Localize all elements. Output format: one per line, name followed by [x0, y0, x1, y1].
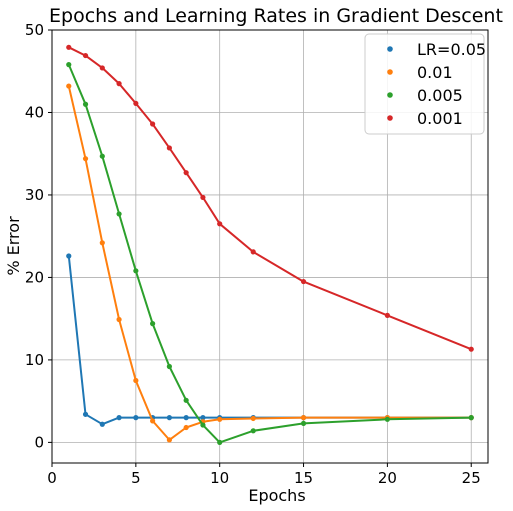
data-point — [133, 377, 139, 384]
data-point — [66, 253, 72, 259]
data-point — [384, 312, 390, 318]
legend-label: LR=0.05 — [417, 40, 486, 59]
data-point — [116, 415, 122, 421]
data-point — [150, 321, 156, 327]
data-point — [82, 101, 89, 107]
data-point — [217, 439, 223, 445]
x-tick-label: 25 — [462, 469, 481, 487]
x-tick-label: 15 — [294, 469, 313, 487]
data-point — [133, 415, 139, 421]
plot-frame — [51, 29, 489, 464]
x-axis-label: Epochs — [248, 486, 305, 505]
data-point — [200, 415, 206, 421]
data-point — [99, 153, 105, 159]
data-point — [250, 249, 256, 255]
data-point — [468, 346, 474, 352]
data-point — [200, 194, 206, 201]
data-point — [217, 221, 223, 227]
data-point — [116, 81, 122, 87]
x-tick-label: 5 — [131, 469, 141, 487]
data-point — [82, 156, 89, 162]
data-point — [166, 145, 172, 151]
y-tick-label: 0 — [34, 433, 44, 451]
x-tick-label: 10 — [210, 469, 229, 487]
series-line — [68, 46, 472, 351]
legend-box — [364, 33, 485, 135]
data-point — [166, 363, 172, 370]
series-2 — [66, 62, 474, 445]
series-1 — [66, 83, 474, 443]
legend-marker — [387, 115, 393, 121]
data-point — [82, 411, 89, 417]
data-point — [133, 268, 139, 274]
y-tick-label: 20 — [25, 268, 44, 286]
chart-title: Epochs and Learning Rates in Gradient De… — [49, 5, 503, 27]
data-point — [468, 415, 474, 421]
legend-marker — [387, 92, 393, 98]
data-point — [99, 240, 105, 246]
data-point — [150, 121, 156, 127]
legend-label: 0.001 — [417, 109, 463, 128]
data-point — [300, 415, 307, 421]
data-point — [66, 83, 72, 89]
data-point — [133, 100, 139, 107]
data-point — [116, 316, 122, 323]
y-tick-label: 10 — [25, 351, 44, 369]
data-point — [183, 170, 189, 176]
series-layer — [66, 44, 474, 445]
series-3 — [66, 44, 474, 352]
data-point — [183, 397, 189, 403]
data-point — [99, 65, 105, 71]
data-point — [183, 424, 189, 431]
legend: LR=0.05 0.01 0.005 0.001 — [364, 33, 486, 135]
data-point — [66, 62, 72, 68]
data-point — [300, 278, 307, 285]
legend-label: 0.01 — [417, 63, 453, 82]
ticks: 0 5 10 15 20 25 0 10 20 30 40 50 — [25, 21, 481, 487]
series-line — [67, 85, 472, 441]
legend-label: 0.005 — [417, 86, 463, 105]
data-point — [250, 415, 256, 422]
data-point — [166, 437, 172, 443]
y-tick-label: 30 — [25, 186, 44, 204]
x-tick-label: 0 — [47, 469, 57, 487]
data-point — [300, 420, 307, 427]
y-tick-label: 50 — [25, 21, 44, 39]
data-point — [150, 418, 156, 424]
data-point — [66, 44, 72, 50]
y-axis-label: % Error — [4, 216, 23, 276]
data-point — [384, 416, 390, 422]
data-point — [82, 52, 89, 59]
data-point — [200, 422, 206, 428]
data-point — [217, 416, 223, 422]
legend-marker — [387, 69, 393, 75]
data-point — [250, 428, 256, 434]
x-tick-label: 20 — [378, 469, 397, 487]
data-point — [166, 415, 172, 421]
y-tick-label: 40 — [25, 103, 44, 121]
data-point — [99, 421, 105, 427]
series-line — [67, 64, 472, 444]
data-point — [183, 415, 189, 421]
legend-marker — [387, 46, 393, 52]
data-point — [116, 211, 122, 217]
